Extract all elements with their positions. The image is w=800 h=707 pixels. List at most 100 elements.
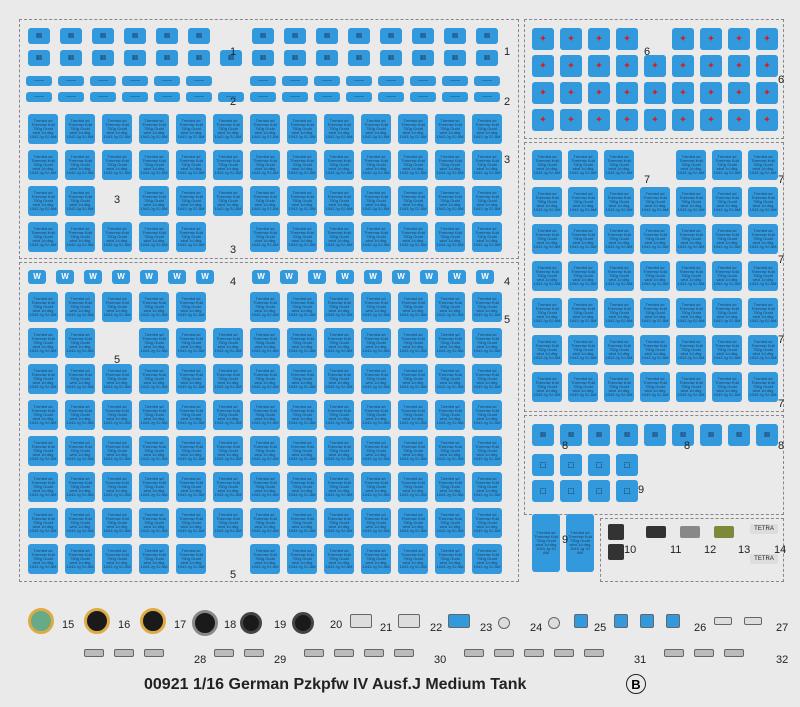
decal: Tmmbd sd Thrmmw Kdd 750g Gudd wbd 1d dbg… <box>398 186 428 216</box>
placard <box>608 544 624 560</box>
decal: —— <box>90 76 116 86</box>
mini-placard <box>724 649 744 657</box>
decal: Tmmbd sd Thrmmw Kdd 750g Gudd wbd 1d dbg… <box>287 114 317 144</box>
decal: III <box>672 424 694 446</box>
group-label: 29 <box>274 654 286 666</box>
decal: Tmmbd sd Thrmmw Kdd 750g Gudd wbd 1d dbg… <box>28 364 58 394</box>
decal: Tmmbd sd Thrmmw Kdd 750g Gudd wbd 1d dbg… <box>568 335 598 365</box>
decal: III <box>444 28 466 44</box>
decal: III <box>476 50 498 66</box>
decal: W <box>140 270 158 284</box>
small-placard <box>640 614 654 628</box>
decal: Tmmbd sd Thrmmw Kdd 750g Gudd wbd 1d dbg… <box>139 400 169 430</box>
decal: ✦ <box>588 28 610 50</box>
decal: —— <box>346 76 372 86</box>
decal: Tmmbd sd Thrmmw Kdd 750g Gudd wbd 1d dbg… <box>676 150 706 180</box>
group-label: 16 <box>118 619 130 631</box>
decal: Tmmbd sd Thrmmw Kdd 750g Gudd wbd 1d dbg… <box>287 222 317 252</box>
decal: Tmmbd sd Thrmmw Kdd 750g Gudd wbd 1d dbg… <box>324 328 354 358</box>
decal: ⬚ <box>616 454 638 476</box>
decal: W <box>336 270 354 284</box>
decal: Tmmbd sd Thrmmw Kdd 750g Gudd wbd 1d dbg… <box>472 292 502 322</box>
decal: Tmmbd sd Thrmmw Kdd 750g Gudd wbd 1d dbg… <box>532 298 562 328</box>
decal: Tmmbd sd Thrmmw Kdd 750g Gudd wbd 1d dbg… <box>324 508 354 538</box>
decal: Tmmbd sd Thrmmw Kdd 750g Gudd wbd 1d dbg… <box>604 372 634 402</box>
decal: ✦ <box>756 55 778 77</box>
decal: ✦ <box>700 82 722 104</box>
decal: ⬚ <box>560 480 582 502</box>
mini-placard <box>394 649 414 657</box>
group-label: 7 <box>778 334 784 346</box>
decal: ✦ <box>700 28 722 50</box>
decal: Tmmbd sd Thrmmw Kdd 750g Gudd wbd 1d dbg… <box>472 436 502 466</box>
decal: III <box>644 424 666 446</box>
decal: Tmmbd sd Thrmmw Kdd 750g Gudd wbd 1d dbg… <box>324 544 354 574</box>
decal: Tmmbd sd Thrmmw Kdd 750g Gudd wbd 1d dbg… <box>324 400 354 430</box>
decal: Tmmbd sd Thrmmw Kdd 750g Gudd wbd 1d dbg… <box>324 150 354 180</box>
small-placard <box>398 614 420 628</box>
decal: Tmmbd sd Thrmmw Kdd 750g Gudd wbd 1d dbg… <box>250 472 280 502</box>
decal: —— <box>378 76 404 86</box>
decal: W <box>308 270 326 284</box>
group-label: 22 <box>430 622 442 634</box>
group-label: 7 <box>778 398 784 410</box>
decal: Tmmbd sd Thrmmw Kdd 750g Gudd wbd 1d dbg… <box>398 328 428 358</box>
decal: Tmmbd sd Thrmmw Kdd 750g Gudd wbd 1d dbg… <box>287 472 317 502</box>
decal: Tmmbd sd Thrmmw Kdd 750g Gudd wbd 1d dbg… <box>361 186 391 216</box>
decal: Tmmbd sd Thrmmw Kdd 750g Gudd wbd 1d dbg… <box>102 400 132 430</box>
mini-placard <box>334 649 354 657</box>
decal: ✦ <box>616 109 638 131</box>
decal: III <box>156 28 178 44</box>
decal: Tmmbd sd Thrmmw Kdd 750g Gudd wbd 1d dbg… <box>324 472 354 502</box>
group-label: 9 <box>638 484 644 496</box>
decal: Tmmbd sd Thrmmw Kdd 750g Gudd wbd 1d dbg… <box>532 150 562 180</box>
decal: III <box>60 50 82 66</box>
decal: —— <box>122 92 148 102</box>
decal: Tmmbd sd Thrmmw Kdd 750g Gudd wbd 1d dbg… <box>532 514 560 572</box>
decal: Tmmbd sd Thrmmw Kdd 750g Gudd wbd 1d dbg… <box>712 298 742 328</box>
decal: Tmmbd sd Thrmmw Kdd 750g Gudd wbd 1d dbg… <box>65 114 95 144</box>
decal: Tmmbd sd Thrmmw Kdd 750g Gudd wbd 1d dbg… <box>398 150 428 180</box>
decal: ✦ <box>532 28 554 50</box>
group-label: 5 <box>230 569 236 581</box>
decal: Tmmbd sd Thrmmw Kdd 750g Gudd wbd 1d dbg… <box>65 222 95 252</box>
decal: III <box>756 424 778 446</box>
group-label: 8 <box>778 440 784 452</box>
decal: Tmmbd sd Thrmmw Kdd 750g Gudd wbd 1d dbg… <box>139 436 169 466</box>
decal: Tmmbd sd Thrmmw Kdd 750g Gudd wbd 1d dbg… <box>102 222 132 252</box>
small-placard <box>350 614 372 628</box>
decal: —— <box>26 76 52 86</box>
decal: Tmmbd sd Thrmmw Kdd 750g Gudd wbd 1d dbg… <box>139 508 169 538</box>
decal: ✦ <box>756 82 778 104</box>
decal: Tmmbd sd Thrmmw Kdd 750g Gudd wbd 1d dbg… <box>435 472 465 502</box>
mini-placard <box>554 649 574 657</box>
group-label: 23 <box>480 622 492 634</box>
decal: III <box>316 28 338 44</box>
decal: Tmmbd sd Thrmmw Kdd 750g Gudd wbd 1d dbg… <box>287 150 317 180</box>
decal: Tmmbd sd Thrmmw Kdd 750g Gudd wbd 1d dbg… <box>712 335 742 365</box>
group-label: 1 <box>504 46 510 58</box>
decal: III <box>252 50 274 66</box>
decal: Tmmbd sd Thrmmw Kdd 750g Gudd wbd 1d dbg… <box>65 400 95 430</box>
gauge-icon <box>84 608 110 634</box>
decal: W <box>476 270 494 284</box>
decal: ✦ <box>644 109 666 131</box>
decal: Tmmbd sd Thrmmw Kdd 750g Gudd wbd 1d dbg… <box>65 150 95 180</box>
decal: Tmmbd sd Thrmmw Kdd 750g Gudd wbd 1d dbg… <box>176 472 206 502</box>
decal: Tmmbd sd Thrmmw Kdd 750g Gudd wbd 1d dbg… <box>435 222 465 252</box>
decal: ✦ <box>560 109 582 131</box>
decal: III <box>348 50 370 66</box>
decal: Tmmbd sd Thrmmw Kdd 750g Gudd wbd 1d dbg… <box>176 222 206 252</box>
mini-placard <box>694 649 714 657</box>
decal: Tmmbd sd Thrmmw Kdd 750g Gudd wbd 1d dbg… <box>361 436 391 466</box>
group-label: 27 <box>776 622 788 634</box>
decal: Tmmbd sd Thrmmw Kdd 750g Gudd wbd 1d dbg… <box>435 186 465 216</box>
decal: Tmmbd sd Thrmmw Kdd 750g Gudd wbd 1d dbg… <box>250 400 280 430</box>
decal: —— <box>282 76 308 86</box>
group-label: 4 <box>230 276 236 288</box>
decal: Tmmbd sd Thrmmw Kdd 750g Gudd wbd 1d dbg… <box>472 400 502 430</box>
decal: Tmmbd sd Thrmmw Kdd 750g Gudd wbd 1d dbg… <box>250 114 280 144</box>
decal: III <box>412 50 434 66</box>
mini-placard <box>244 649 264 657</box>
decal: Tmmbd sd Thrmmw Kdd 750g Gudd wbd 1d dbg… <box>435 400 465 430</box>
